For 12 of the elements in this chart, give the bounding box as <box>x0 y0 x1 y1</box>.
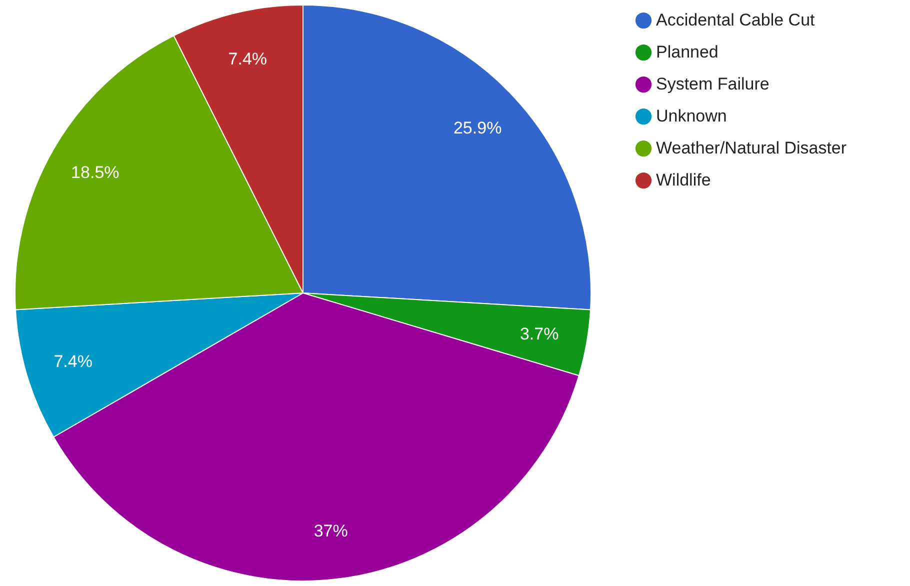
legend-label: Accidental Cable Cut <box>656 10 816 30</box>
legend-label: System Failure <box>656 74 770 94</box>
data-label: 3.7% <box>520 324 559 344</box>
data-label: 7.4% <box>54 352 92 371</box>
legend-label: Wildlife <box>656 170 711 190</box>
data-label: 7.4% <box>228 49 268 68</box>
data-label: 37% <box>314 521 348 540</box>
data-label: 18.5% <box>71 163 120 182</box>
legend-label: Unknown <box>656 106 727 126</box>
legend-label: Weather/Natural Disaster <box>656 138 847 158</box>
legend-label: Planned <box>656 42 718 62</box>
data-label: 25.9% <box>453 118 502 138</box>
